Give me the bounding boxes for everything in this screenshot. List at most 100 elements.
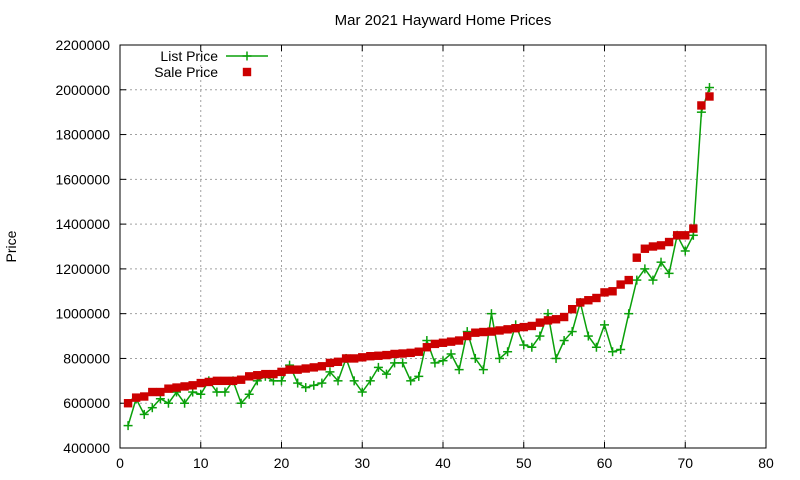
x-tick-label: 50: [516, 455, 532, 471]
list-price-point: [600, 320, 609, 330]
sale-price-point: [398, 349, 407, 358]
sale-price-point: [664, 237, 674, 247]
sale-price-point: [341, 354, 351, 363]
sale-price-point: [527, 321, 537, 331]
list-price-point: [559, 336, 569, 346]
x-tick-label: 0: [116, 455, 124, 471]
list-price-point: [398, 358, 408, 368]
list-price-point: [163, 398, 173, 408]
y-axis-label: Price: [3, 230, 19, 262]
x-tick-label: 20: [274, 455, 290, 471]
sale-price-point: [430, 339, 440, 349]
sale-price-point: [390, 349, 399, 359]
series-layer: [123, 83, 714, 431]
list-price-point: [357, 387, 367, 397]
list-price-point: [123, 421, 133, 431]
list-price-point: [648, 275, 658, 285]
sale-price-point: [325, 358, 335, 368]
list-price-point: [624, 309, 634, 319]
list-price-point: [438, 356, 448, 366]
sale-price-point: [253, 371, 262, 380]
list-price-point: [567, 327, 577, 337]
y-tick-label: 1600000: [55, 171, 110, 187]
x-tick-label: 40: [435, 455, 451, 471]
y-tick-label: 2000000: [55, 82, 110, 98]
list-price-point: [212, 387, 222, 397]
list-price-point: [236, 398, 246, 408]
sale-price-point: [551, 315, 561, 324]
list-price-point: [390, 358, 400, 368]
sale-price-point: [632, 253, 641, 262]
y-tick-label: 1000000: [55, 306, 110, 322]
sale-price-point: [681, 231, 690, 240]
sale-price-point: [535, 318, 545, 327]
sale-price-point: [672, 231, 682, 240]
list-price-point: [317, 378, 327, 388]
sale-price-point: [236, 375, 246, 384]
list-price-point: [704, 83, 714, 93]
list-price-point: [446, 349, 456, 359]
sale-price-point: [269, 369, 278, 379]
list-price-point: [301, 383, 311, 393]
list-price-point: [244, 389, 254, 399]
list-price-point: [333, 376, 343, 386]
sale-price-point: [366, 352, 375, 361]
list-price-point: [147, 403, 157, 413]
sale-price-point: [220, 376, 230, 386]
y-tick-label: 1800000: [55, 127, 110, 143]
list-price-point: [486, 309, 496, 319]
list-price-point: [277, 376, 286, 386]
list-price-point: [180, 398, 190, 408]
sale-price-point: [640, 244, 650, 253]
sale-price-point: [180, 382, 189, 391]
list-price-point: [414, 371, 424, 381]
sale-price-point: [495, 326, 504, 335]
sale-price-point: [454, 336, 464, 345]
sale-price-point: [656, 241, 666, 250]
chart-title: Mar 2021 Hayward Home Prices: [335, 12, 552, 29]
list-price-point: [454, 365, 464, 375]
list-price-point: [527, 342, 537, 352]
sale-price-point: [317, 362, 327, 371]
y-tick-label: 1200000: [55, 261, 110, 277]
list-price-point: [470, 353, 480, 363]
sale-price-point: [446, 337, 456, 346]
sale-price-point: [705, 92, 714, 101]
sale-price-point: [487, 327, 496, 336]
list-price-point: [616, 344, 626, 354]
sale-price-point: [164, 384, 173, 393]
list-price-point: [583, 331, 593, 341]
sale-price-point: [592, 293, 601, 303]
x-tick-label: 10: [193, 455, 209, 471]
sale-price-point: [406, 348, 415, 358]
list-price-point: [365, 376, 375, 386]
list-price-point: [325, 367, 335, 377]
sale-price-point: [414, 347, 423, 356]
sale-price-point: [196, 378, 205, 388]
sale-price-point: [422, 343, 432, 352]
sale-price-point: [123, 399, 133, 408]
y-tick-label: 800000: [63, 350, 110, 366]
sale-price-point: [349, 354, 359, 363]
legend-label-sale-price: Sale Price: [154, 64, 218, 80]
list-price-point: [478, 365, 488, 375]
list-price-point: [495, 353, 505, 363]
list-price-point: [220, 387, 230, 397]
x-tick-label: 70: [677, 455, 693, 471]
legend-marker-sale-price: [242, 67, 252, 77]
list-price-point: [381, 369, 391, 379]
sale-price-point: [172, 383, 181, 392]
list-price-point: [406, 376, 416, 386]
list-price-point: [656, 257, 666, 267]
sale-price-point: [624, 275, 633, 285]
list-price-point: [664, 268, 674, 278]
sale-price-point: [511, 324, 520, 333]
sale-price-point: [333, 357, 343, 367]
sale-price-point: [697, 101, 706, 110]
sale-price-point: [156, 387, 165, 397]
list-price-point: [503, 347, 513, 357]
sale-price-point: [212, 376, 222, 386]
